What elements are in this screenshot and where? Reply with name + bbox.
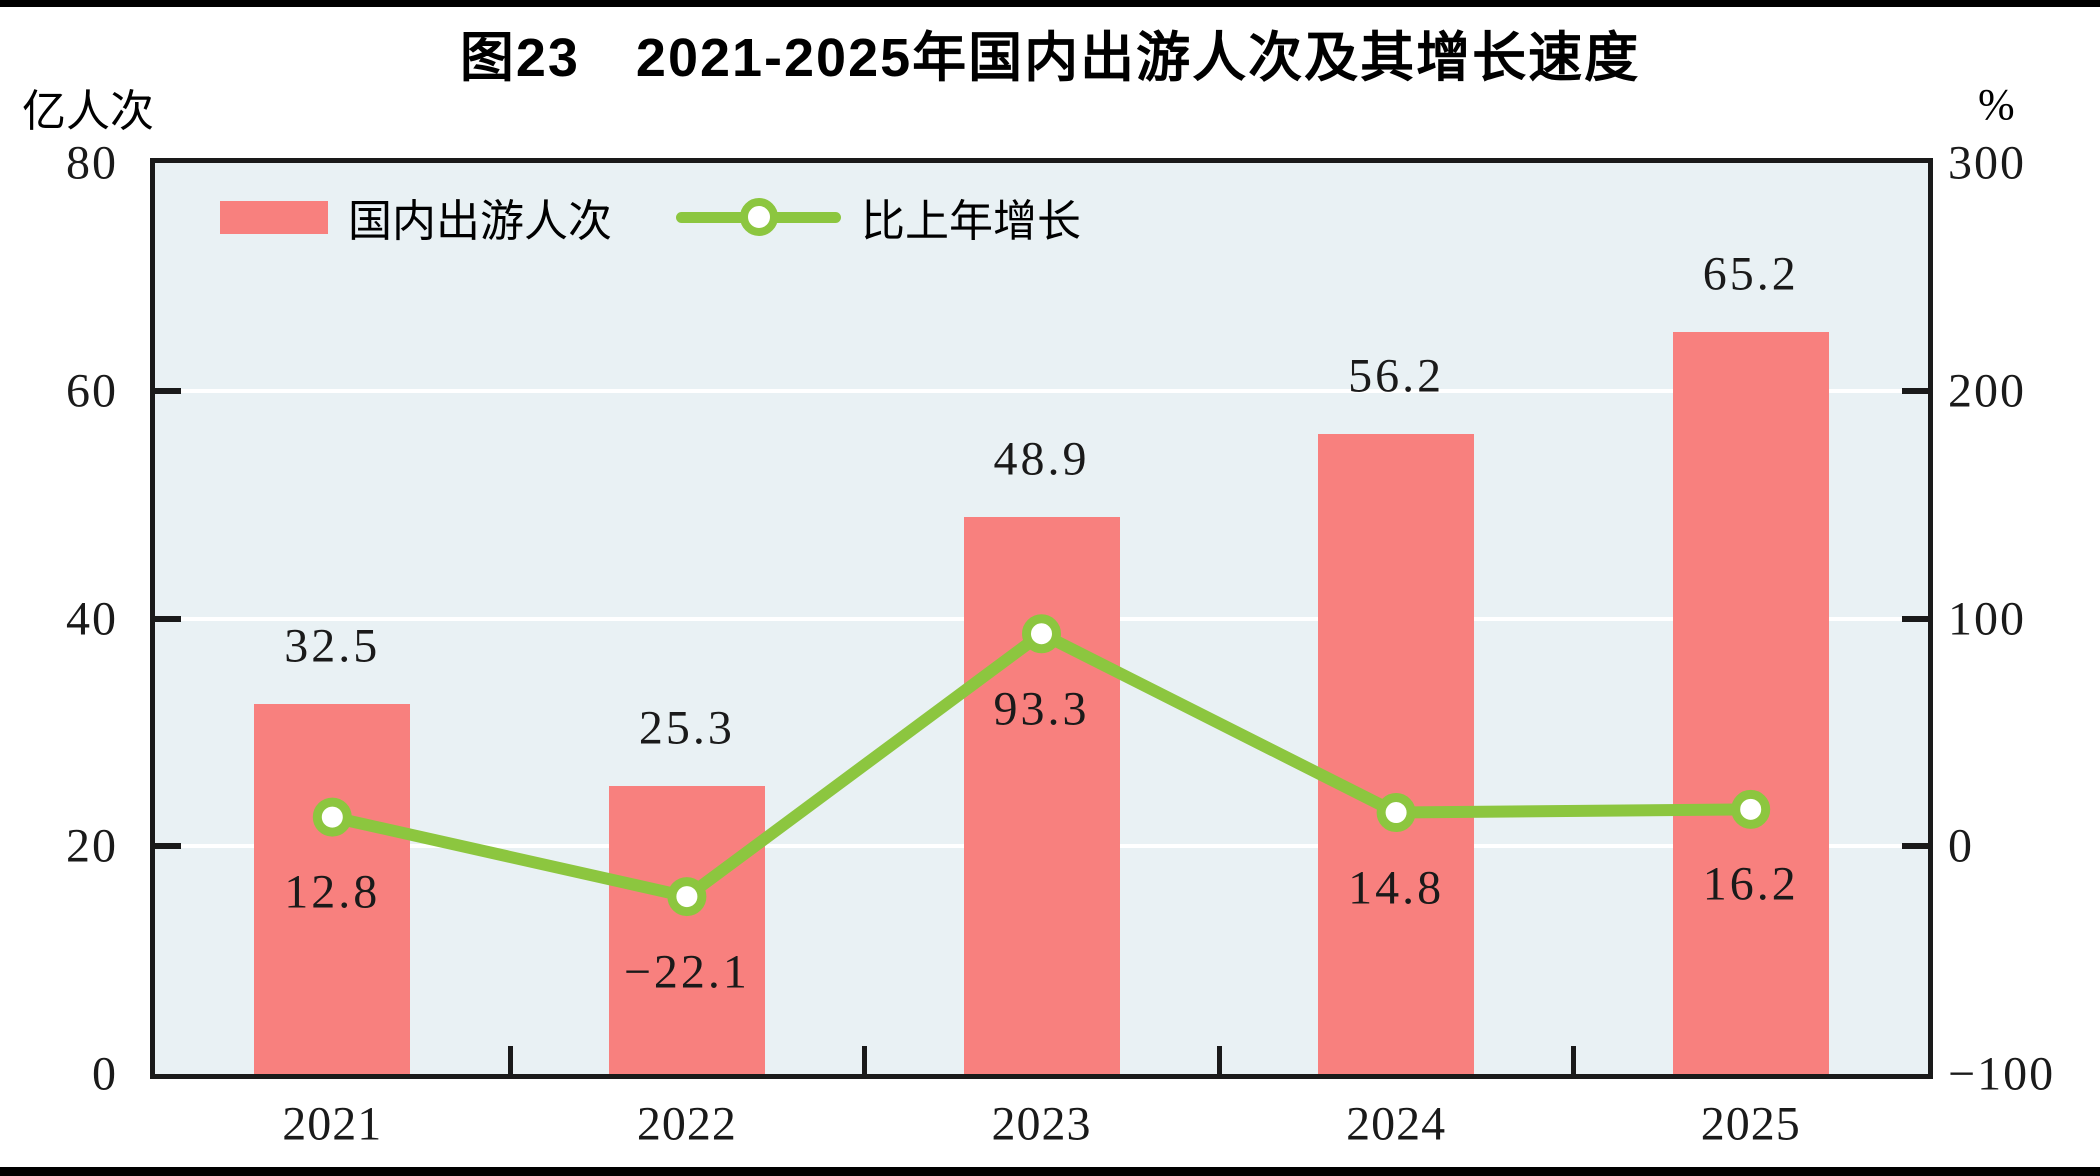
chart-title: 图23 2021-2025年国内出游人次及其增长速度 [459,28,1641,88]
line-value-label: 14.8 [1348,861,1445,915]
right-axis-unit-label: % [1978,80,2015,129]
bar-value-label: 25.3 [638,701,735,755]
left-axis-tick-label: 80 [66,136,118,190]
left-axis-tick-label: 0 [92,1047,118,1101]
left-axis-tick-label: 60 [66,364,118,418]
right-axis-tick-label: 300 [1948,136,2026,190]
line-value-label: 12.8 [284,865,381,919]
legend-line-swatch [676,198,841,236]
left-axis-tick [155,843,181,850]
x-axis-category-label: 2021 [282,1097,383,1151]
bar-2025 [1672,331,1829,1074]
x-axis-tick [1571,1046,1577,1074]
left-axis-tick-label: 20 [66,819,118,873]
x-axis-category-label: 2025 [1700,1097,1801,1151]
legend-line-marker-icon [739,198,778,236]
legend-line-series-label: 比上年增长 [861,197,1081,246]
right-axis-tick [1902,387,1928,394]
right-axis-tick [1902,843,1928,850]
x-axis-category-label: 2024 [1346,1097,1447,1151]
x-axis-category-label: 2022 [636,1097,737,1151]
right-axis-tick-label: 200 [1948,364,2026,418]
bar-value-label: 48.9 [993,432,1090,486]
left-axis-unit-label: 亿人次 [22,87,154,136]
bar-2022 [608,785,765,1074]
x-axis-tick [507,1046,513,1074]
left-axis-tick-label: 40 [66,592,118,645]
bar-value-label: 56.2 [1348,349,1445,403]
x-axis-tick [862,1046,868,1074]
line-value-label: 16.2 [1702,857,1799,911]
right-axis-tick-label: 100 [1948,592,2026,645]
bar-2023 [963,517,1120,1074]
x-axis-category-label: 2023 [991,1097,1092,1151]
bar-2024 [1318,434,1475,1074]
line-value-label: 93.3 [993,682,1090,736]
bar-value-label: 32.5 [284,619,381,673]
legend-bar-swatch [220,200,328,234]
right-axis-tick-label: 0 [1948,819,1974,873]
right-axis-tick-label: −100 [1948,1047,2056,1101]
legend-bar-series-label: 国内出游人次 [348,197,612,246]
left-axis-tick [155,615,181,622]
right-axis-tick [1902,615,1928,622]
left-axis-tick [155,387,181,394]
legend: 国内出游人次 比上年增长 [220,195,1081,246]
x-axis-tick [1216,1046,1222,1074]
line-value-label: −22.1 [623,945,750,999]
gridline [155,388,1928,393]
bar-value-label: 65.2 [1702,247,1799,301]
